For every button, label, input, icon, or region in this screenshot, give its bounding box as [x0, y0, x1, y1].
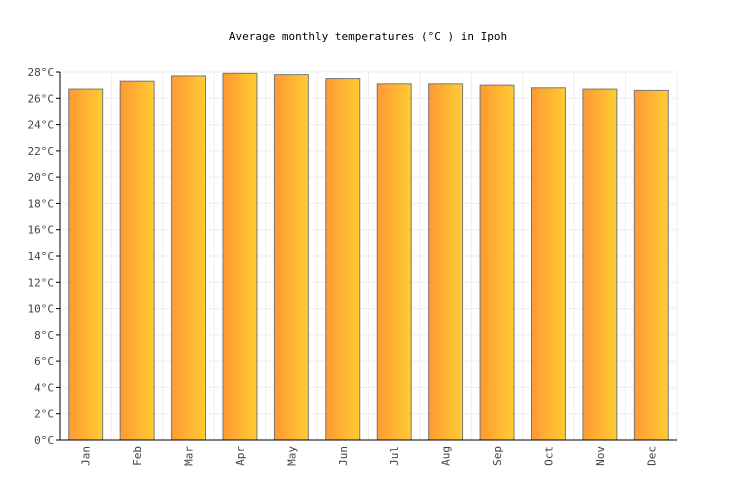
y-tick-label: 12°C: [28, 276, 55, 289]
bar-jun: [325, 78, 361, 441]
y-tick-label: 14°C: [28, 250, 55, 263]
x-tick-label: Jun: [337, 446, 350, 466]
x-tick-label: Oct: [542, 446, 555, 466]
x-tick-label: Jul: [388, 446, 401, 466]
y-tick-label: 16°C: [28, 224, 55, 237]
y-tick-label: 28°C: [28, 66, 55, 79]
y-tick-label: 26°C: [28, 92, 55, 105]
x-axis-ticks: Jan Feb Mar Apr May Jun Jul Aug Sep Oct Nov Dec: [80, 446, 659, 466]
bar-dec: [633, 89, 669, 441]
x-tick-label: Aug: [440, 446, 453, 466]
bar-feb: [119, 80, 155, 441]
bar-jul: [376, 83, 412, 441]
x-tick-label: Feb: [131, 446, 144, 466]
y-tick-label: 4°C: [34, 381, 54, 394]
bar-aug: [428, 83, 464, 441]
bar-may: [273, 74, 309, 441]
grid-lines: [60, 71, 678, 440]
y-tick-label: 18°C: [28, 197, 55, 210]
bars: [68, 72, 669, 441]
y-tick-label: 22°C: [28, 145, 55, 158]
y-tick-label: 20°C: [28, 171, 55, 184]
y-tick-label: 24°C: [28, 119, 55, 132]
y-tick-label: 6°C: [34, 355, 54, 368]
bar-sep: [479, 84, 515, 441]
x-tick-label: Mar: [183, 446, 196, 466]
bar-jan: [68, 88, 104, 441]
bar-oct: [530, 87, 566, 441]
x-tick-label: Dec: [645, 446, 658, 466]
y-axis-ticks: 0°C 2°C 4°C 6°C 8°C 10°C 12°C 14°C 16°C 18°C 20°C 2…: [28, 66, 60, 447]
y-tick-label: 0°C: [34, 434, 54, 447]
bar-nov: [582, 88, 618, 441]
chart-title: Average monthly temperatures (°C ) in Ip…: [229, 30, 507, 43]
bar-mar: [171, 75, 207, 441]
x-tick-label: Apr: [234, 446, 247, 466]
y-tick-label: 8°C: [34, 329, 54, 342]
bar-apr: [222, 72, 258, 441]
x-tick-label: May: [285, 446, 298, 466]
x-tick-label: Sep: [491, 446, 504, 466]
y-tick-label: 2°C: [34, 408, 54, 421]
y-tick-label: 10°C: [28, 303, 55, 316]
x-tick-label: Nov: [594, 446, 607, 466]
x-tick-label: Jan: [80, 446, 93, 466]
